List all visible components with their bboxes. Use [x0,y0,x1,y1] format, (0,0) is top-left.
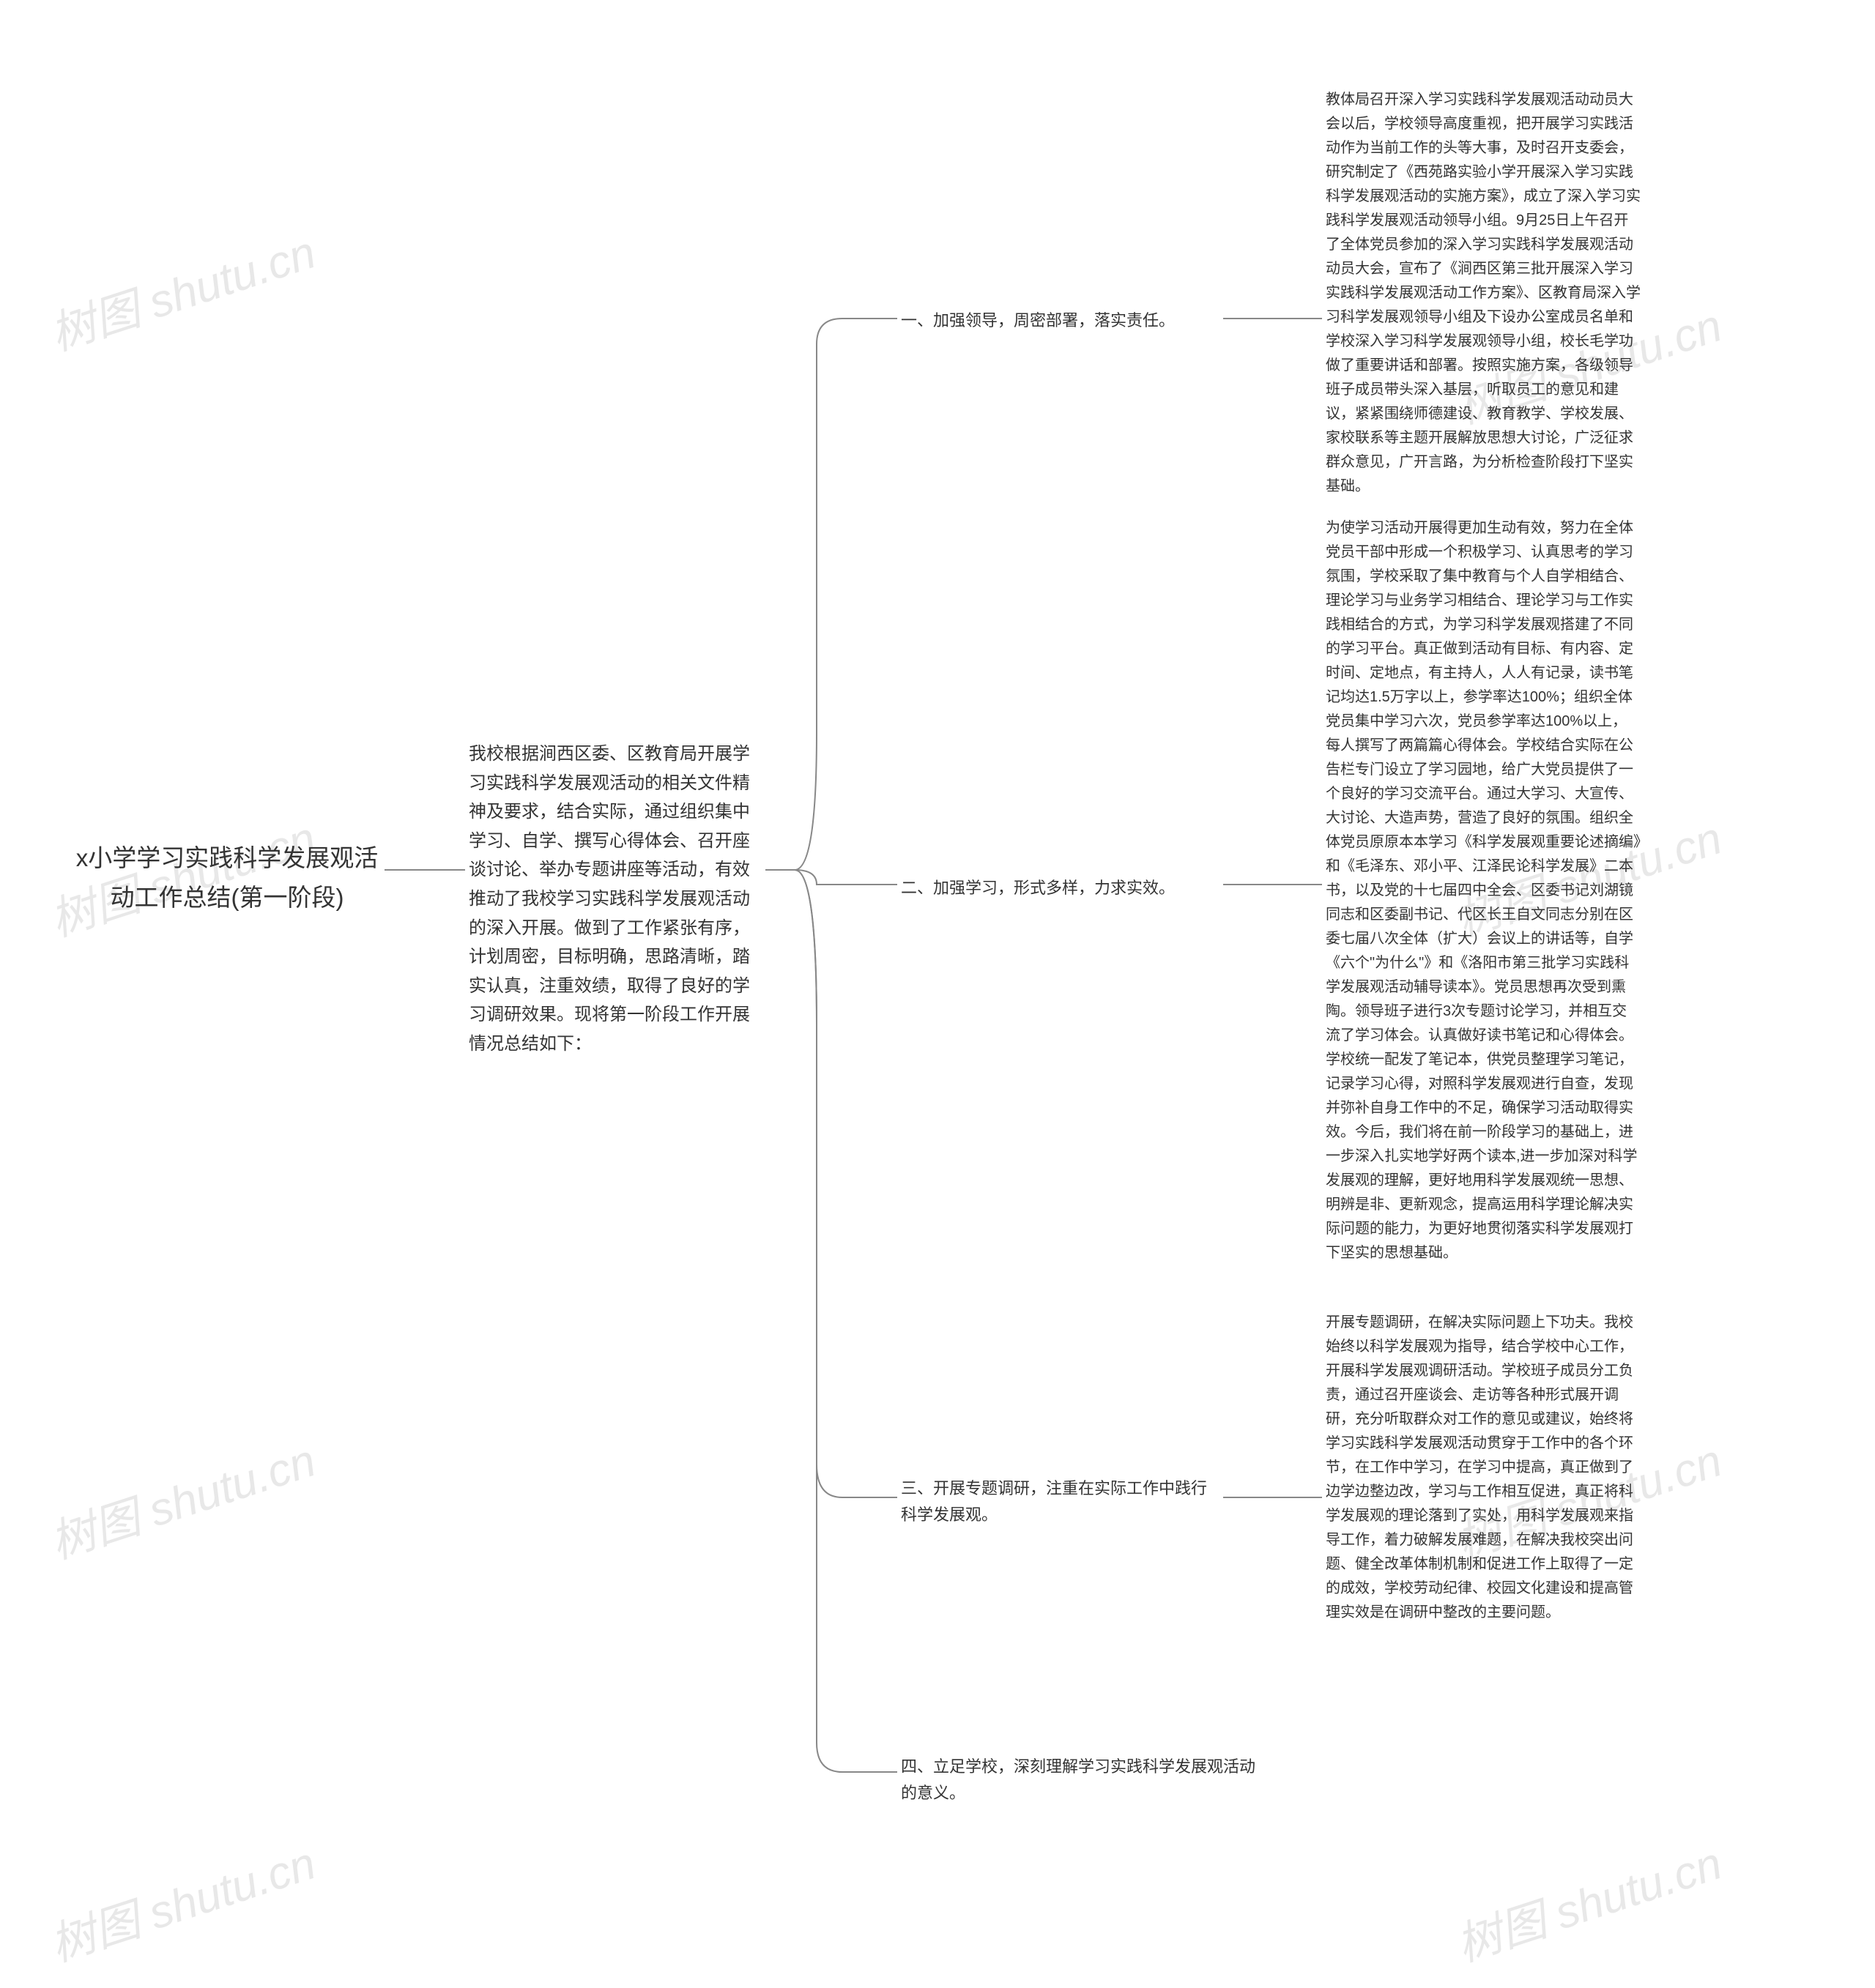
branch-2-body: 为使学习活动开展得更加生动有效，努力在全体党员干部中形成一个积极学习、认真思考的… [1326,516,1641,1265]
branch-1-body: 教体局召开深入学习实践科学发展观活动动员大会以后，学校领导高度重视，把开展学习实… [1326,88,1641,499]
branch-3-title: 三、开展专题调研，注重在实际工作中践行科学发展观。 [901,1475,1216,1529]
branch-4-title: 四、立足学校，深刻理解学习实践科学发展观活动的意义。 [901,1754,1267,1807]
mindmap-root: x小学学习实践科学发展观活动工作总结(第一阶段) [73,838,381,918]
branch-1-title: 一、加强领导，周密部署，落实责任。 [901,308,1216,334]
mindmap-intro: 我校根据涧西区委、区教育局开展学习实践科学发展观活动的相关文件精神及要求，结合实… [469,740,762,1059]
branch-2-title: 二、加强学习，形式多样，力求实效。 [901,875,1216,901]
watermark: 树图 shutu.cn [1447,1826,1729,1974]
watermark: 树图 shutu.cn [40,1826,322,1974]
watermark: 树图 shutu.cn [40,1423,322,1571]
watermark: 树图 shutu.cn [40,215,322,363]
branch-3-body: 开展专题调研，在解决实际问题上下功夫。我校始终以科学发展观为指导，结合学校中心工… [1326,1311,1641,1625]
